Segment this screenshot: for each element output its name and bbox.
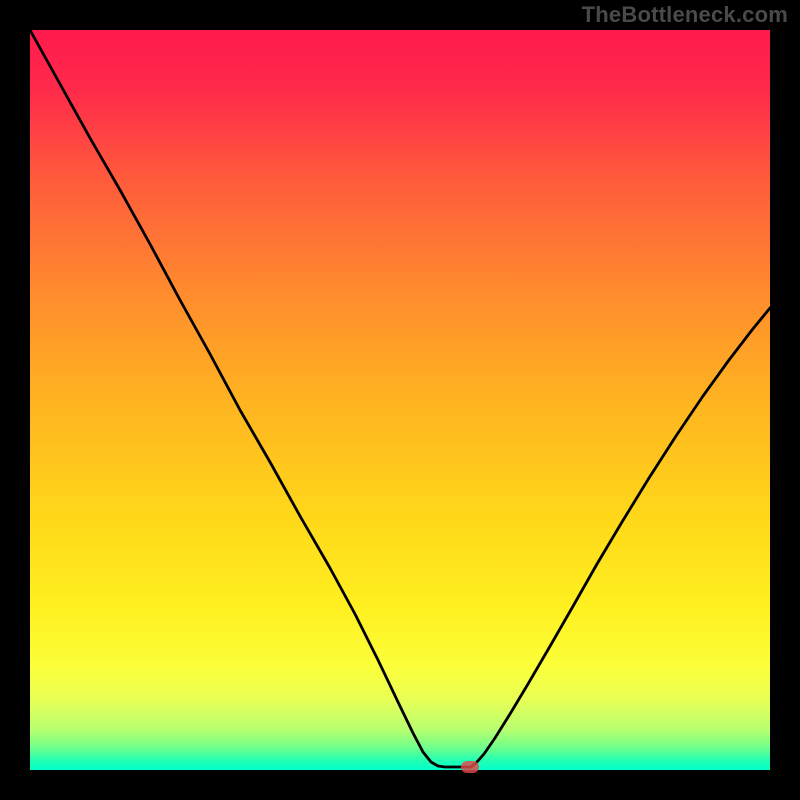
- optimal-point-marker: [461, 761, 479, 773]
- watermark: TheBottleneck.com: [582, 2, 788, 28]
- plot-area: [30, 30, 770, 770]
- bottleneck-chart: [0, 0, 800, 800]
